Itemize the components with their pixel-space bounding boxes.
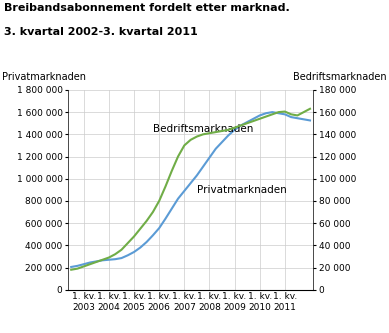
Text: Privatmarknaden: Privatmarknaden — [2, 72, 86, 82]
Text: Bedriftsmarknaden: Bedriftsmarknaden — [153, 124, 253, 134]
Text: Breibandsabonnement fordelt etter marknad.: Breibandsabonnement fordelt etter markna… — [4, 3, 290, 13]
Text: 3. kvartal 2002-3. kvartal 2011: 3. kvartal 2002-3. kvartal 2011 — [4, 27, 198, 37]
Text: Privatmarknaden: Privatmarknaden — [197, 185, 287, 195]
Text: Bedriftsmarknaden: Bedriftsmarknaden — [293, 72, 387, 82]
